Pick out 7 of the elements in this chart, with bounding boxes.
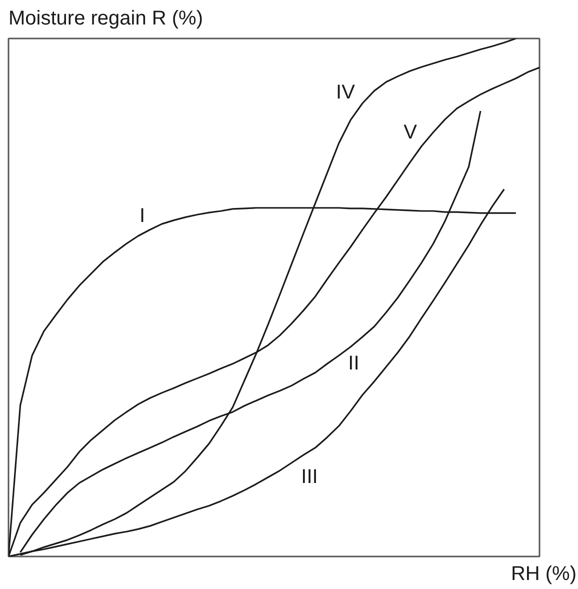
series-label: IV: [336, 81, 356, 104]
series-label: V: [404, 121, 418, 144]
series-label: III: [301, 466, 318, 488]
x-axis-title: RH (%): [510, 563, 576, 585]
y-axis-title: Moisture regain R (%): [8, 8, 204, 30]
series-label: I: [140, 204, 146, 227]
series-label: II: [348, 352, 360, 375]
